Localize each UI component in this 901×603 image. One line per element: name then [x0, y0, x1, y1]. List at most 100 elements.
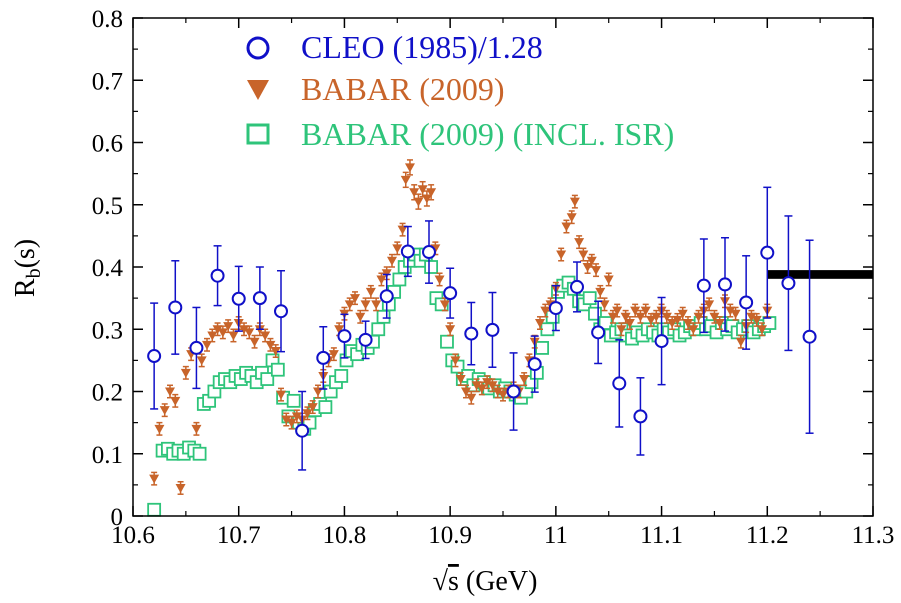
babar-isr-point	[582, 291, 597, 306]
babar-point	[170, 396, 181, 406]
babar-point	[556, 250, 567, 260]
babar-point	[207, 331, 218, 341]
babar-point	[270, 347, 281, 357]
babar-point	[540, 306, 551, 316]
babar-point	[535, 319, 545, 329]
babar-point	[757, 325, 767, 335]
babar-point	[191, 424, 202, 434]
babar-point	[471, 381, 482, 391]
cleo-point	[591, 325, 606, 340]
babar-isr-point	[540, 322, 555, 337]
babar-point	[439, 300, 450, 310]
y-axis-title-main: R	[10, 278, 41, 297]
babar-isr-point	[371, 322, 386, 337]
babar-point	[371, 300, 382, 310]
babar-point	[677, 309, 688, 319]
babar-isr-point	[424, 260, 439, 274]
babar-point	[492, 387, 503, 397]
babar-point	[455, 375, 466, 385]
babar-isr-point	[147, 502, 162, 517]
babar-point	[693, 312, 704, 322]
babar-point	[725, 306, 736, 316]
y-tick-label: 0.3	[92, 317, 123, 344]
babar-point	[281, 415, 292, 425]
babar-point	[591, 266, 602, 276]
cleo-point	[464, 326, 479, 341]
legend: CLEO (1985)/1.28 BABAR (2009) BABAR (200…	[246, 29, 674, 152]
babar-isr-point	[286, 393, 301, 408]
babar-point	[202, 340, 212, 350]
y-tick-label: 0.5	[92, 193, 123, 220]
babar-point	[586, 256, 597, 266]
x-tick-label: 11	[544, 522, 568, 549]
cleo-point	[760, 245, 775, 260]
babar-point	[165, 387, 175, 397]
babar-isr-point	[270, 362, 285, 377]
babar-point	[640, 306, 651, 316]
cleo-point	[295, 423, 310, 438]
series-babar-isr	[147, 247, 777, 517]
y-axis-title: Rb(s)	[10, 239, 45, 297]
babar-point	[291, 412, 302, 422]
babar-point	[355, 312, 366, 322]
series-cleo	[147, 186, 817, 471]
y-tick-label: 0.6	[92, 131, 123, 158]
legend-label-babar-isr: BABAR (2009) (INCL. ISR)	[301, 116, 674, 152]
babar-point	[154, 424, 165, 434]
babar-point	[400, 175, 411, 185]
babar-isr-point	[192, 446, 207, 461]
babar-point	[630, 306, 641, 316]
babar-point	[239, 325, 249, 335]
babar-point	[223, 322, 234, 332]
babar-point	[426, 188, 437, 198]
babar-point	[746, 312, 757, 322]
babar-point	[730, 309, 741, 319]
babar-point	[196, 356, 207, 366]
cleo-point	[210, 268, 225, 283]
cleo-point	[400, 244, 415, 259]
babar-point	[667, 319, 678, 329]
babar-point	[413, 197, 424, 207]
babar-point	[445, 325, 456, 335]
babar-point	[714, 319, 725, 329]
x-axis-title: √s (GeV)	[433, 566, 538, 597]
legend-marker-cleo	[246, 36, 270, 60]
x-tick-label: 10.9	[428, 522, 472, 549]
y-tick-label: 0.8	[92, 6, 123, 33]
babar-point	[328, 350, 339, 360]
y-tick-label: 0.1	[92, 442, 123, 469]
reference-band	[767, 270, 873, 279]
babar-point	[603, 275, 614, 285]
babar-point	[482, 378, 493, 388]
babar-point	[350, 294, 360, 304]
babar-point	[260, 331, 271, 341]
legend-marker-babar-isr	[246, 123, 270, 145]
babar-isr-point	[376, 309, 391, 324]
babar-isr-point	[318, 400, 333, 414]
cleo-point	[570, 279, 584, 294]
x-tick-label: 11.2	[746, 522, 789, 549]
y-axis-title-sub: b	[23, 268, 45, 278]
y-axis-title-arg: (s)	[10, 239, 41, 269]
babar-point	[228, 331, 239, 341]
cleo-point	[274, 304, 288, 319]
babar-point	[265, 340, 276, 350]
babar-isr-point	[392, 272, 407, 287]
cleo-point	[654, 334, 669, 349]
babar-point	[646, 315, 656, 325]
cleo-point	[147, 349, 162, 364]
babar-point	[376, 275, 387, 285]
babar-point	[409, 188, 420, 198]
babar-point	[365, 287, 376, 297]
babar-point	[704, 300, 715, 310]
babar-point	[344, 300, 355, 310]
legend-label-cleo: CLEO (1985)/1.28	[301, 29, 543, 65]
babar-point	[519, 375, 530, 385]
cleo-point	[231, 291, 246, 306]
babar-point	[476, 384, 487, 394]
cleo-point	[781, 276, 796, 291]
cleo-point	[739, 295, 754, 310]
babar-point	[217, 328, 228, 338]
babar-point	[616, 325, 627, 335]
babar-point	[635, 312, 646, 322]
